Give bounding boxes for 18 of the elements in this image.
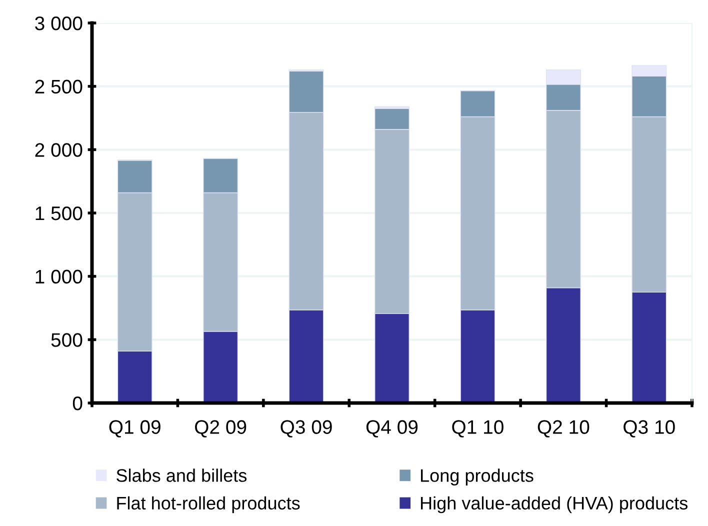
x-tick-label: Q1 09: [109, 420, 160, 438]
legend-label: Long products: [421, 468, 534, 486]
y-tick-label: 1 000: [36, 270, 82, 284]
y-tick-label: 1 500: [36, 206, 82, 220]
y-tick-label: 2 000: [35, 143, 82, 157]
x-tick-label: Q3 09: [280, 420, 332, 438]
y-tick-label: 2 500: [35, 80, 82, 94]
legend-label: High value-added (HVA) products: [421, 496, 688, 514]
x-tick-label: Q2 10: [538, 420, 590, 438]
legend-label: Slabs and billets: [116, 468, 247, 482]
x-tick-label: Q1 10: [452, 420, 504, 438]
y-tick-label: 0: [72, 396, 82, 410]
legend-label: Flat hot-rolled products: [117, 496, 300, 514]
y-tick-label: 3 000: [35, 16, 82, 30]
x-tick-label: Q2 09: [195, 420, 246, 438]
x-tick-label: Q3 10: [624, 420, 675, 438]
y-tick-label: 500: [51, 333, 82, 347]
x-tick-label: Q4 09: [366, 420, 418, 438]
